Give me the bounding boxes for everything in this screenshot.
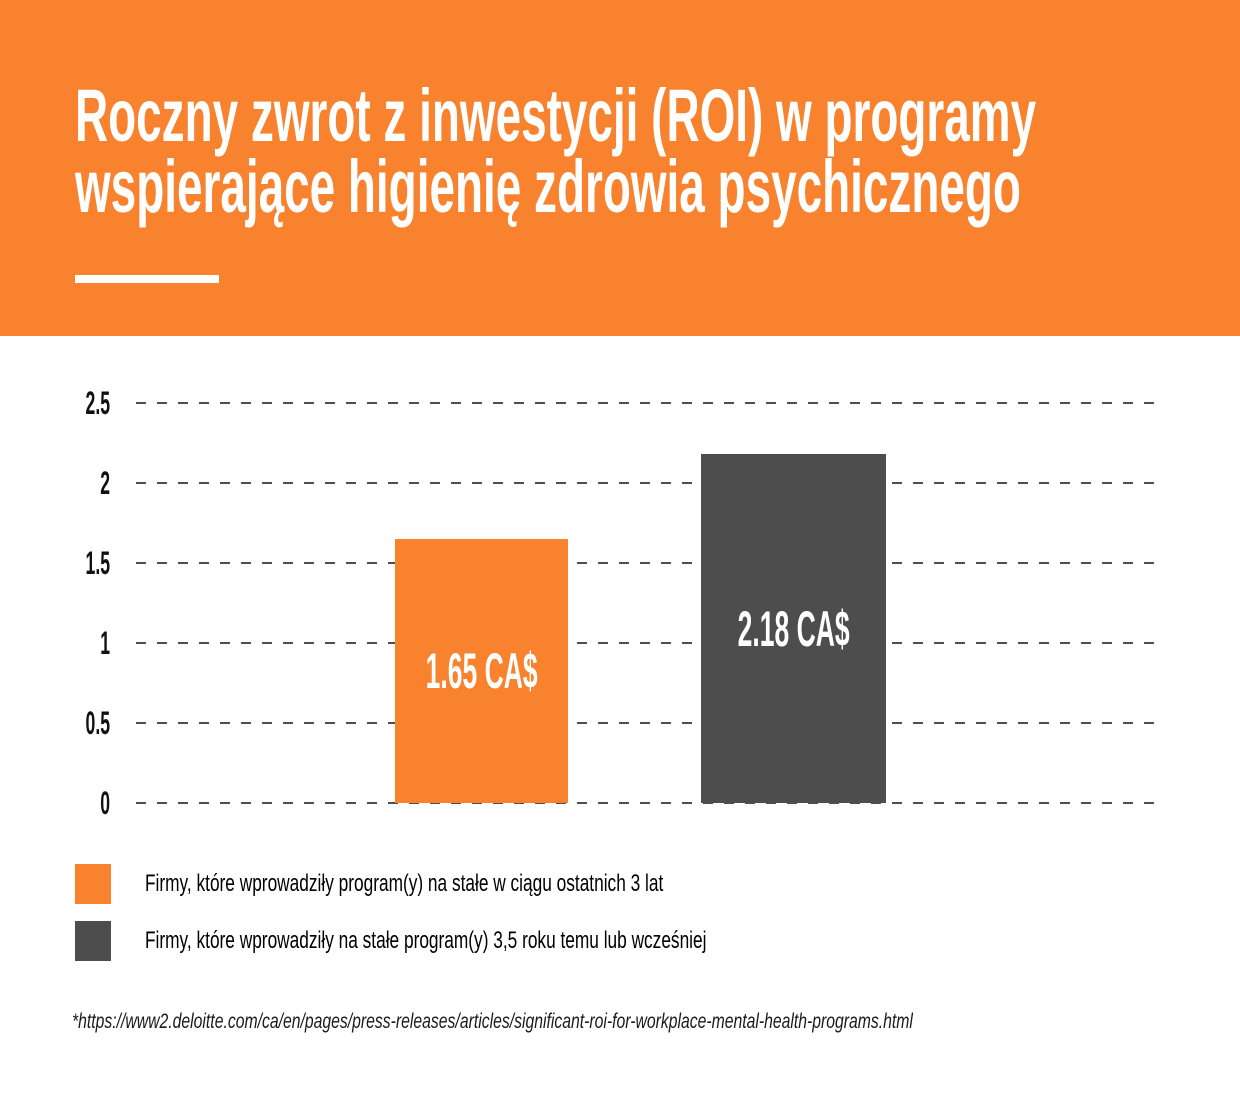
gridline <box>136 401 1163 404</box>
bar-recent-programs: 1.65 CA$ <box>395 539 568 803</box>
legend-label: Firmy, które wprowadziły na stałe progra… <box>145 927 707 954</box>
page-title-line1: Roczny zwrot z inwestycji (ROI) w progra… <box>75 74 1037 157</box>
gridline <box>136 561 1163 564</box>
gridline <box>136 721 1163 724</box>
page-title: Roczny zwrot z inwestycji (ROI) w progra… <box>75 74 1037 228</box>
bar-value-label: 1.65 CA$ <box>425 643 538 699</box>
header-banner: Roczny zwrot z inwestycji (ROI) w progra… <box>0 0 1240 336</box>
y-tick-label: 2.5 <box>85 385 110 421</box>
bar-established-programs: 2.18 CA$ <box>701 454 886 803</box>
y-tick-label: 1.5 <box>85 545 110 581</box>
legend-item-recent: Firmy, które wprowadziły program(y) na s… <box>75 864 865 904</box>
legend-label: Firmy, które wprowadziły program(y) na s… <box>145 870 664 897</box>
y-tick-label: 0 <box>100 785 110 821</box>
legend-item-established: Firmy, które wprowadziły na stałe progra… <box>75 921 925 961</box>
gridline <box>136 481 1163 484</box>
gridline <box>136 641 1163 644</box>
title-underline-bar <box>75 275 219 283</box>
source-note: *https://www2.deloitte.com/ca/en/pages/p… <box>72 1010 913 1033</box>
legend-swatch-orange <box>75 864 111 904</box>
y-tick-label: 0.5 <box>85 705 110 741</box>
y-tick-label: 1 <box>100 625 110 661</box>
bar-value-label: 2.18 CA$ <box>737 600 850 657</box>
gridline <box>136 801 1163 804</box>
legend-swatch-gray <box>75 921 111 961</box>
y-tick-label: 2 <box>100 465 110 501</box>
page-title-line2: wspierające higienię zdrowia psychiczneg… <box>75 145 1021 228</box>
